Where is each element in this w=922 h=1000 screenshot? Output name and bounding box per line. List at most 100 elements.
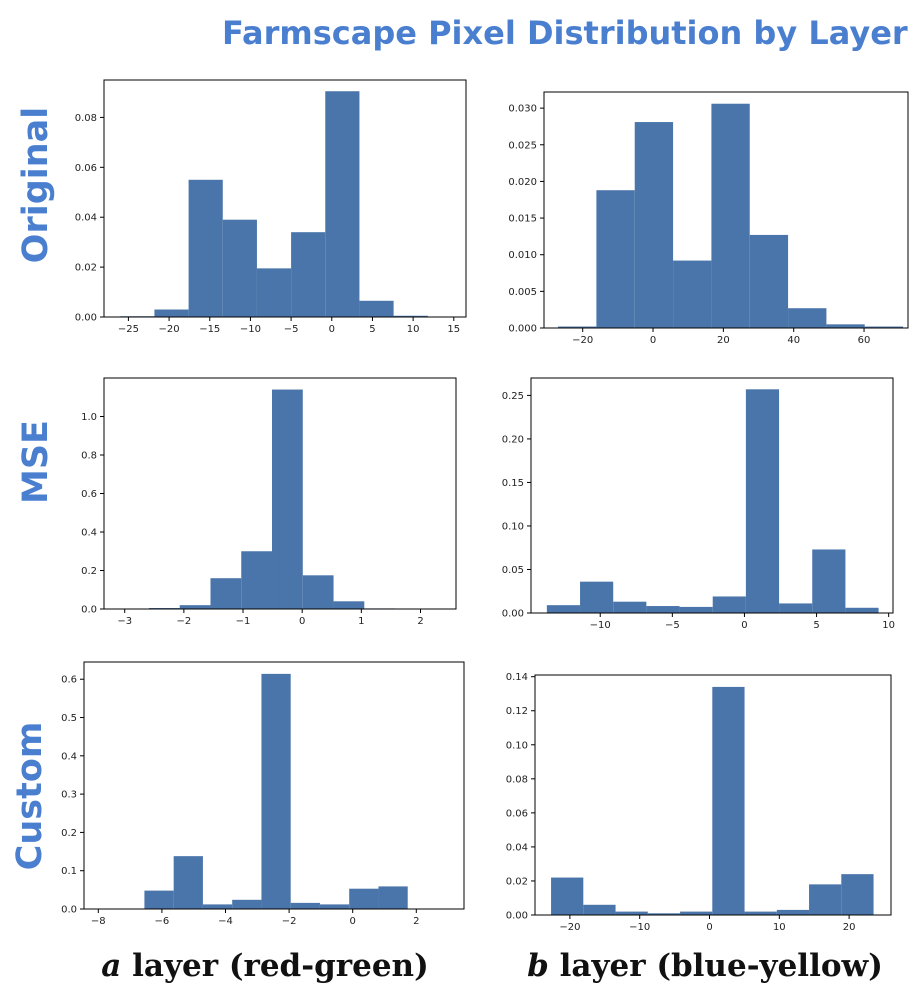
x-tick-label: 0 xyxy=(741,620,747,631)
histogram-bar xyxy=(613,601,647,613)
x-tick-label: −3 xyxy=(117,616,132,627)
y-tick-label: 0.00 xyxy=(502,609,524,620)
col-label-b-layer: b layer (blue-yellow) xyxy=(490,948,920,984)
axes-frame xyxy=(103,79,467,318)
histogram-bar xyxy=(841,874,874,915)
y-tick-label: 1.0 xyxy=(81,412,97,423)
histogram-bar xyxy=(749,234,789,328)
axes-frame xyxy=(543,91,909,329)
row-label-mse: MSE xyxy=(16,420,56,504)
x-tick-label: −20 xyxy=(572,335,593,346)
histogram-bar xyxy=(302,575,334,609)
histogram-bar xyxy=(812,549,846,613)
y-tick-label: 0.10 xyxy=(506,740,528,751)
axes-frame xyxy=(534,674,892,916)
histogram-bar xyxy=(241,551,273,609)
histogram-bar xyxy=(646,606,680,613)
y-tick-label: 0.00 xyxy=(506,911,528,922)
col-label-b-symbol: b xyxy=(527,948,549,984)
histogram-bar xyxy=(745,389,780,613)
histogram-bar xyxy=(673,260,712,328)
histogram-bar xyxy=(680,911,713,915)
y-tick-label: 0.2 xyxy=(61,828,77,839)
y-tick-label: 0.06 xyxy=(506,808,528,819)
x-tick-label: −20 xyxy=(159,324,180,335)
histogram-bar xyxy=(788,308,827,328)
histogram-bar xyxy=(711,103,750,328)
histogram-bar xyxy=(333,601,365,609)
histogram-bar xyxy=(144,890,174,909)
row-label-original: Original xyxy=(16,106,56,264)
y-tick-label: 0.1 xyxy=(61,866,77,877)
histogram-custom-b: −20 −10 0 10 20 0.00 0.02 0.04 0.06 0.08 0.10 0.12 0… xyxy=(506,672,892,933)
histogram-bar xyxy=(634,122,674,329)
y-tick-label: 0.020 xyxy=(508,177,537,188)
histogram-bar xyxy=(712,686,745,915)
y-tick-label: 0.0 xyxy=(81,605,97,616)
y-tick-label: 0.000 xyxy=(508,324,537,335)
y-tick-label: 0.5 xyxy=(61,713,77,724)
x-tick-label: −4 xyxy=(218,916,233,927)
histogram-bar xyxy=(210,578,242,609)
histogram-custom-a: −8 −6 −4 −2 0 2 0.0 0.1 0.2 0.3 0.4 0.5 0.6 xyxy=(61,661,465,927)
histogram-bar xyxy=(558,326,597,328)
y-tick-label: 0.02 xyxy=(506,876,528,887)
histogram-bar xyxy=(776,909,810,915)
y-tick-label: 0.030 xyxy=(508,104,537,115)
x-tick-label: 5 xyxy=(369,324,375,335)
y-tick-label: 0.025 xyxy=(508,140,537,151)
x-tick-label: 20 xyxy=(843,922,856,933)
x-tick-label: 2 xyxy=(413,916,419,927)
y-tick-label: 0.10 xyxy=(502,521,524,532)
x-tick-label: 2 xyxy=(417,616,423,627)
histogram-bar xyxy=(583,904,616,915)
x-tick-label: −10 xyxy=(240,324,261,335)
x-tick-label: −8 xyxy=(91,916,106,927)
histogram-bar xyxy=(647,913,681,915)
y-tick-label: 0.005 xyxy=(508,287,537,298)
y-tick-label: 0.14 xyxy=(506,672,528,683)
histogram-bar xyxy=(779,603,813,613)
histogram-bar xyxy=(580,581,614,613)
y-tick-label: 0.8 xyxy=(81,451,97,462)
histogram-bar xyxy=(378,886,408,909)
histogram-bar xyxy=(290,902,320,909)
y-tick-label: 0.20 xyxy=(502,434,524,445)
y-tick-label: 0.06 xyxy=(75,163,97,174)
y-tick-label: 0.08 xyxy=(75,113,97,124)
y-tick-label: 0.15 xyxy=(502,478,524,489)
histogram-bar xyxy=(256,268,292,317)
axes-frame xyxy=(530,377,894,614)
x-tick-label: −5 xyxy=(284,324,299,335)
row-label-custom: Custom xyxy=(10,721,50,871)
y-tick-label: 0.04 xyxy=(506,842,528,853)
histogram-bar xyxy=(826,324,865,328)
x-tick-label: −15 xyxy=(199,324,220,335)
histogram-bar xyxy=(202,904,233,909)
x-tick-label: −2 xyxy=(176,616,191,627)
x-tick-label: −10 xyxy=(629,922,650,933)
y-tick-label: 0.010 xyxy=(508,250,537,261)
histogram-bar xyxy=(679,606,713,613)
y-tick-label: 0.6 xyxy=(61,675,77,686)
y-tick-label: 0.25 xyxy=(502,391,524,402)
col-label-b-text: layer (blue-yellow) xyxy=(548,948,883,984)
col-label-a-text: layer (red-green) xyxy=(121,948,429,984)
histogram-bar xyxy=(272,389,303,609)
x-tick-label: 0 xyxy=(706,922,712,933)
histogram-bar xyxy=(615,911,648,915)
x-tick-label: −1 xyxy=(236,616,251,627)
x-tick-label: 20 xyxy=(717,335,730,346)
histogram-bar xyxy=(325,91,360,317)
histogram-mse-b: −10 −5 0 5 10 0.00 0.05 0.10 0.15 0.20 0.25 xyxy=(502,377,895,631)
y-tick-label: 0.2 xyxy=(81,566,97,577)
histogram-bar xyxy=(551,877,584,915)
figure-title: Farmscape Pixel Distribution by Layer xyxy=(222,14,908,52)
histogram-bar xyxy=(393,315,428,317)
histogram-bar xyxy=(222,219,257,317)
x-tick-label: −2 xyxy=(282,916,297,927)
x-tick-label: 5 xyxy=(813,620,819,631)
x-tick-label: 10 xyxy=(882,620,895,631)
histogram-bar xyxy=(349,888,379,909)
histogram-bar xyxy=(319,904,350,909)
